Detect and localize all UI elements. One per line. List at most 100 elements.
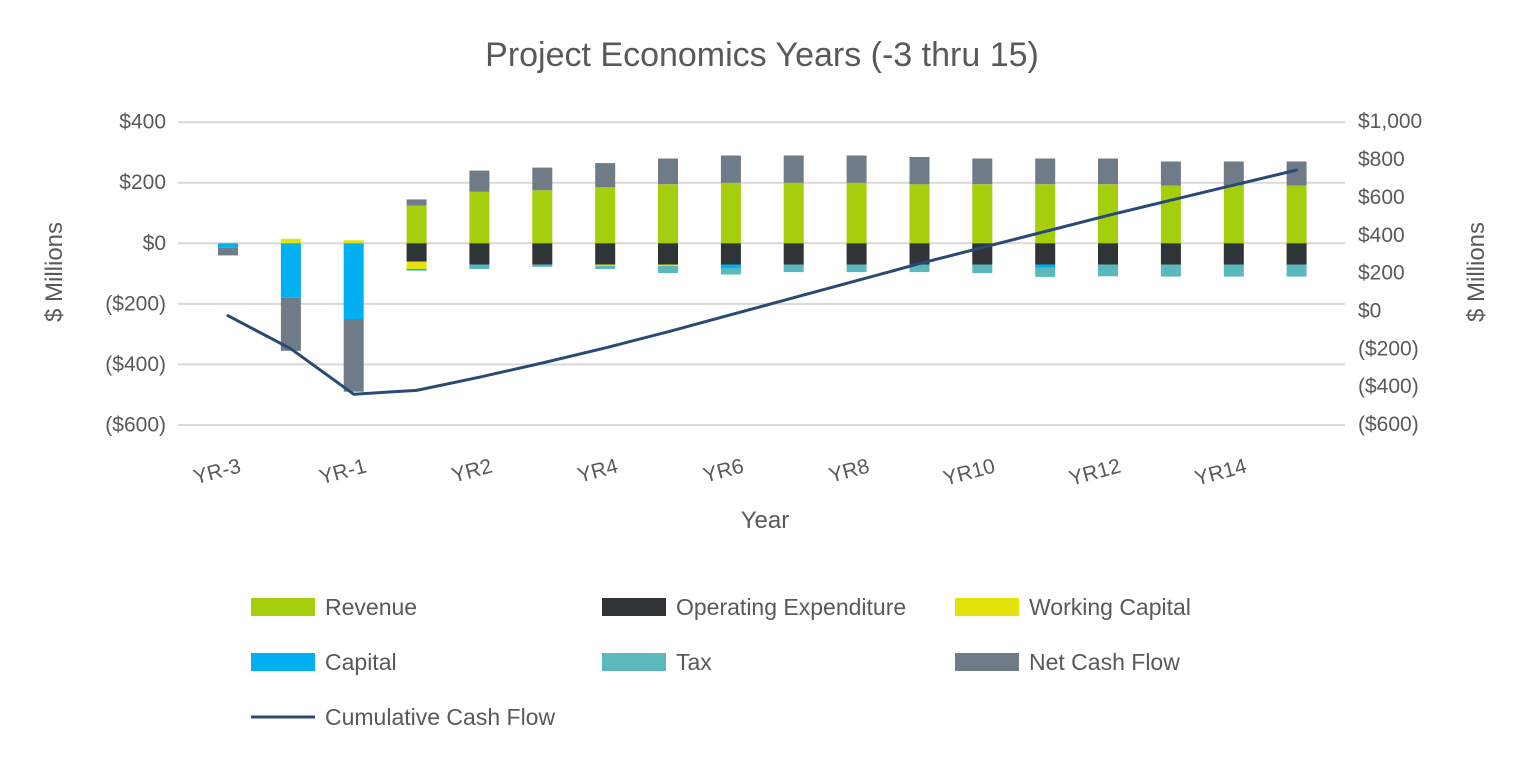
bar-segment-tax-yr8	[846, 264, 867, 273]
bar-segment-capital-yr-2	[280, 243, 301, 298]
bar-segment-operating-expenditure-yr14	[1223, 243, 1244, 265]
bar-segment-net-cash-flow-yr7	[783, 155, 804, 183]
bar-segment-revenue-yr7	[783, 182, 804, 244]
bar-segment-revenue-yr12	[1098, 184, 1118, 244]
bar-segment-operating-expenditure-yr13	[1160, 243, 1181, 265]
left-axis-tick-labels: $400 $200 $0 ($200) ($400) ($600)	[105, 111, 166, 437]
bar-segment-operating-expenditure-yr7	[783, 243, 804, 265]
x-axis-tick-label: YR4	[575, 455, 621, 488]
bar-segment-net-cash-flow-yr12	[1098, 158, 1118, 185]
bar-segment-net-cash-flow-yr8	[846, 155, 867, 183]
right-axis-tick-label: $0	[1358, 299, 1381, 322]
bar-segment-operating-expenditure-yr2	[469, 243, 490, 265]
bar-segment-tax-yr11	[1035, 267, 1056, 277]
bar-segment-net-cash-flow-yr3	[532, 167, 553, 191]
legend-color-swatch	[251, 653, 315, 671]
bar-segment-operating-expenditure-yr12	[1098, 243, 1118, 265]
x-axis-tick-label: YR12	[1067, 455, 1124, 491]
right-axis-tick-label: $600	[1358, 186, 1405, 209]
right-axis-tick-label: ($200)	[1358, 337, 1419, 360]
bar-segment-working-capital-yr-1	[343, 240, 364, 244]
right-axis-tick-label: $400	[1358, 224, 1405, 247]
right-axis-tick-label: $200	[1358, 262, 1405, 285]
x-axis-tick-label: YR8	[826, 455, 871, 488]
legend-item-tax: Tax	[602, 649, 712, 675]
bar-segment-operating-expenditure-yr6	[720, 243, 741, 265]
legend-color-swatch	[251, 598, 315, 616]
bar-segment-operating-expenditure-yr4	[595, 243, 616, 265]
bar-segment-net-cash-flow-yr5	[658, 158, 678, 185]
right-axis-tick-label: ($600)	[1358, 413, 1419, 436]
bar-segment-revenue-yr14	[1223, 185, 1244, 244]
bar-segment-net-cash-flow-yr4	[595, 163, 616, 188]
legend-item-working-capital: Working Capital	[955, 594, 1191, 620]
bar-segment-net-cash-flow-yr1	[406, 199, 427, 206]
cumulative-cash-flow-line	[226, 168, 1299, 396]
bar-segment-working-capital-yr-2	[280, 238, 301, 244]
right-axis-tick-label: $1,000	[1358, 110, 1422, 133]
legend-item-cumulative-cash-flow: Cumulative Cash Flow	[251, 704, 555, 730]
bar-segment-tax-yr4	[595, 266, 616, 269]
legend-color-swatch	[955, 653, 1019, 671]
left-axis-tick-label: $200	[119, 171, 166, 194]
right-axis-tick-labels: $1,000 $800 $600 $400 $200 $0 ($200) ($400) ($60…	[1358, 110, 1422, 436]
bar-segment-capital-yr11	[1035, 264, 1056, 268]
bar-segment-tax-yr15	[1286, 264, 1307, 277]
bar-segment-working-capital-yr5	[658, 264, 678, 266]
legend-color-swatch	[602, 653, 666, 671]
bar-segment-revenue-yr1	[406, 205, 427, 244]
legend-color-swatch	[955, 598, 1019, 616]
legend-item-revenue: Revenue	[251, 594, 417, 620]
legend-item-capital: Capital	[251, 649, 397, 675]
left-axis-tick-label: ($400)	[105, 353, 166, 376]
bar-segment-tax-yr6	[720, 268, 741, 275]
bar-segment-net-cash-flow-yr9	[909, 157, 930, 185]
x-axis-tick-label: YR-3	[191, 455, 243, 490]
bar-segment-tax-yr3	[532, 264, 553, 267]
bar-segment-revenue-yr4	[595, 187, 616, 244]
bar-segment-capital-yr-3	[218, 243, 238, 248]
legend-label: Capital	[325, 649, 397, 675]
x-axis-title: Year	[741, 507, 790, 534]
right-axis-tick-label: ($400)	[1358, 375, 1419, 398]
bar-segment-net-cash-flow-yr14	[1223, 161, 1244, 186]
bar-segment-tax-yr13	[1160, 264, 1181, 277]
legend-item-operating-expenditure: Operating Expenditure	[602, 594, 906, 620]
bar-segment-tax-yr5	[658, 266, 678, 273]
bar-segment-tax-yr2	[469, 264, 490, 269]
x-axis-tick-label: YR14	[1192, 455, 1249, 491]
bar-segment-net-cash-flow-yr6	[720, 155, 741, 183]
bar-segment-revenue-yr5	[658, 184, 678, 244]
left-axis-tick-label: ($200)	[105, 292, 166, 315]
left-axis-tick-label: $400	[119, 111, 166, 134]
bar-segment-operating-expenditure-yr5	[658, 243, 678, 265]
bar-segment-capital-yr1	[406, 269, 427, 271]
legend-label: Net Cash Flow	[1029, 649, 1180, 675]
x-axis-tick-label: YR2	[449, 455, 494, 488]
bar-segment-capital-yr6	[720, 264, 741, 269]
x-axis-tick-label: YR-1	[317, 455, 369, 490]
bar-segment-operating-expenditure-yr3	[532, 243, 553, 265]
bar-segment-net-cash-flow-yr-2	[280, 297, 301, 351]
bar-segment-revenue-yr8	[846, 182, 867, 244]
bar-segment-revenue-yr15	[1286, 185, 1307, 244]
bar-segment-revenue-yr10	[972, 184, 993, 244]
legend-label: Cumulative Cash Flow	[325, 704, 555, 730]
bar-segment-net-cash-flow-yr2	[469, 170, 490, 192]
bar-segment-revenue-yr9	[909, 184, 930, 244]
bar-segment-revenue-yr3	[532, 190, 553, 244]
bar-segment-revenue-yr13	[1160, 185, 1181, 244]
gridlines	[178, 121, 1345, 426]
bar-segment-net-cash-flow-yr13	[1160, 161, 1181, 186]
bar-segment-net-cash-flow-yr15	[1286, 161, 1307, 186]
legend-item-net-cash-flow: Net Cash Flow	[955, 649, 1180, 675]
legend-label: Tax	[676, 649, 712, 675]
bar-segment-tax-yr12	[1098, 264, 1118, 277]
y-axis-title-left: $ Millions	[41, 222, 68, 322]
bar-segment-operating-expenditure-yr15	[1286, 243, 1307, 265]
chart-title: Project Economics Years (-3 thru 15)	[485, 36, 1039, 74]
bar-segment-operating-expenditure-yr9	[909, 243, 930, 265]
bar-segment-operating-expenditure-yr8	[846, 243, 867, 265]
bar-segment-working-capital-yr4	[595, 264, 616, 266]
